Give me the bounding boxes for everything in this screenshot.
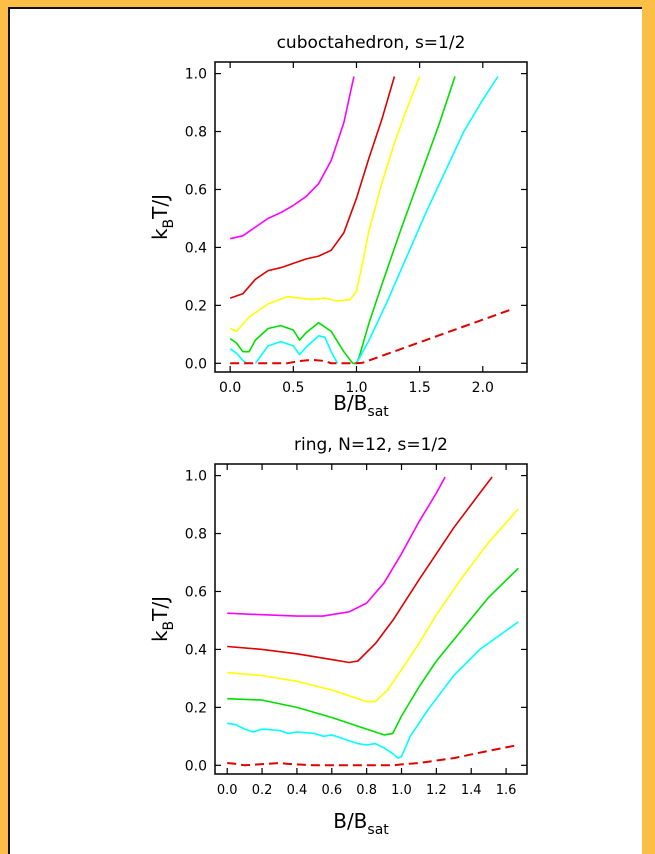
chart-panel-2: ring, N=12, s=1/2 0.0 0.2 0.4 0.6 0.8 1.0 1.2 1.… [148, 435, 528, 838]
y-axis-label-rest: T/J [148, 596, 172, 622]
y-axis-label-main: k [148, 630, 172, 642]
y-tick-label: 0.2 [185, 298, 207, 314]
y-tick-label: 0.4 [185, 642, 207, 658]
series-line [229, 348, 248, 364]
x-tick-label: 0.0 [219, 380, 241, 396]
y-tick-label: 0.8 [185, 125, 207, 141]
y-axis-label-rest: T/J [148, 194, 172, 220]
y-tick-label: 0.6 [185, 182, 207, 198]
series-line [355, 76, 499, 364]
plot-frame [214, 463, 528, 775]
x-axis-label: B/Bsat [333, 809, 389, 838]
series-line [227, 508, 519, 703]
series-line-dashed [230, 308, 511, 365]
chart-title: ring, N=12, s=1/2 [294, 435, 448, 455]
x-tick-label: 1.4 [461, 783, 482, 798]
x-tick-label: 1.5 [408, 380, 430, 396]
x-axis-label-sub: sat [367, 822, 389, 838]
series-line [227, 476, 446, 617]
x-tick-label: 2.0 [472, 380, 494, 396]
y-axis-label-sub: B [161, 621, 177, 631]
series-line [229, 76, 456, 365]
y-tick-label: 0.0 [185, 758, 207, 774]
x-axis-label-main: B/B [333, 391, 367, 415]
x-axis-label-sub: sat [367, 404, 389, 420]
x-tick-label: 0.6 [321, 783, 342, 798]
series-line [254, 334, 339, 364]
y-tick-label: 0.0 [185, 356, 207, 372]
y-axis-label-sub: B [161, 219, 177, 229]
y-tick-label: 0.4 [185, 240, 207, 256]
y-tick-label: 0.6 [185, 584, 207, 600]
figure-canvas: cuboctahedron, s=1/2 0.0 0.5 1.0 1.5 2.0 0.0 0.… [148, 33, 528, 838]
series-line [227, 567, 519, 736]
x-tick-label: 0.4 [287, 783, 308, 798]
chart-title: cuboctahedron, s=1/2 [277, 33, 466, 53]
x-axis-label-main: B/B [333, 809, 367, 833]
y-tick-label: 1.0 [185, 67, 207, 83]
y-axis-label-main: k [148, 228, 172, 240]
figure-frame: cuboctahedron, s=1/2 0.0 0.5 1.0 1.5 2.0 0.0 0.… [8, 7, 642, 854]
series-line [230, 76, 355, 240]
y-axis-label: kBT/J [148, 194, 177, 240]
series-line-dashed [227, 744, 519, 767]
y-tick-label: 0.8 [185, 527, 207, 543]
x-tick-label: 1.0 [391, 783, 412, 798]
x-axis-label: B/Bsat [333, 391, 389, 420]
plot-frame [214, 61, 528, 373]
x-tick-label: 0.2 [252, 783, 273, 798]
series-line [227, 476, 493, 664]
x-tick-label: 1.0 [345, 380, 367, 396]
series-line [229, 76, 421, 333]
y-tick-label: 0.2 [185, 700, 207, 716]
y-axis-label: kBT/J [148, 596, 177, 642]
chart-panel-1: cuboctahedron, s=1/2 0.0 0.5 1.0 1.5 2.0 0.0 0.… [148, 33, 528, 420]
x-tick-label: 0.0 [217, 783, 238, 798]
y-tick-label: 1.0 [185, 469, 207, 485]
x-tick-label: 1.2 [426, 783, 447, 798]
x-tick-label: 0.5 [282, 380, 304, 396]
x-tick-label: 0.8 [356, 783, 377, 798]
x-tick-label: 1.6 [496, 783, 517, 798]
series-line [229, 76, 396, 299]
series-line [227, 621, 519, 759]
